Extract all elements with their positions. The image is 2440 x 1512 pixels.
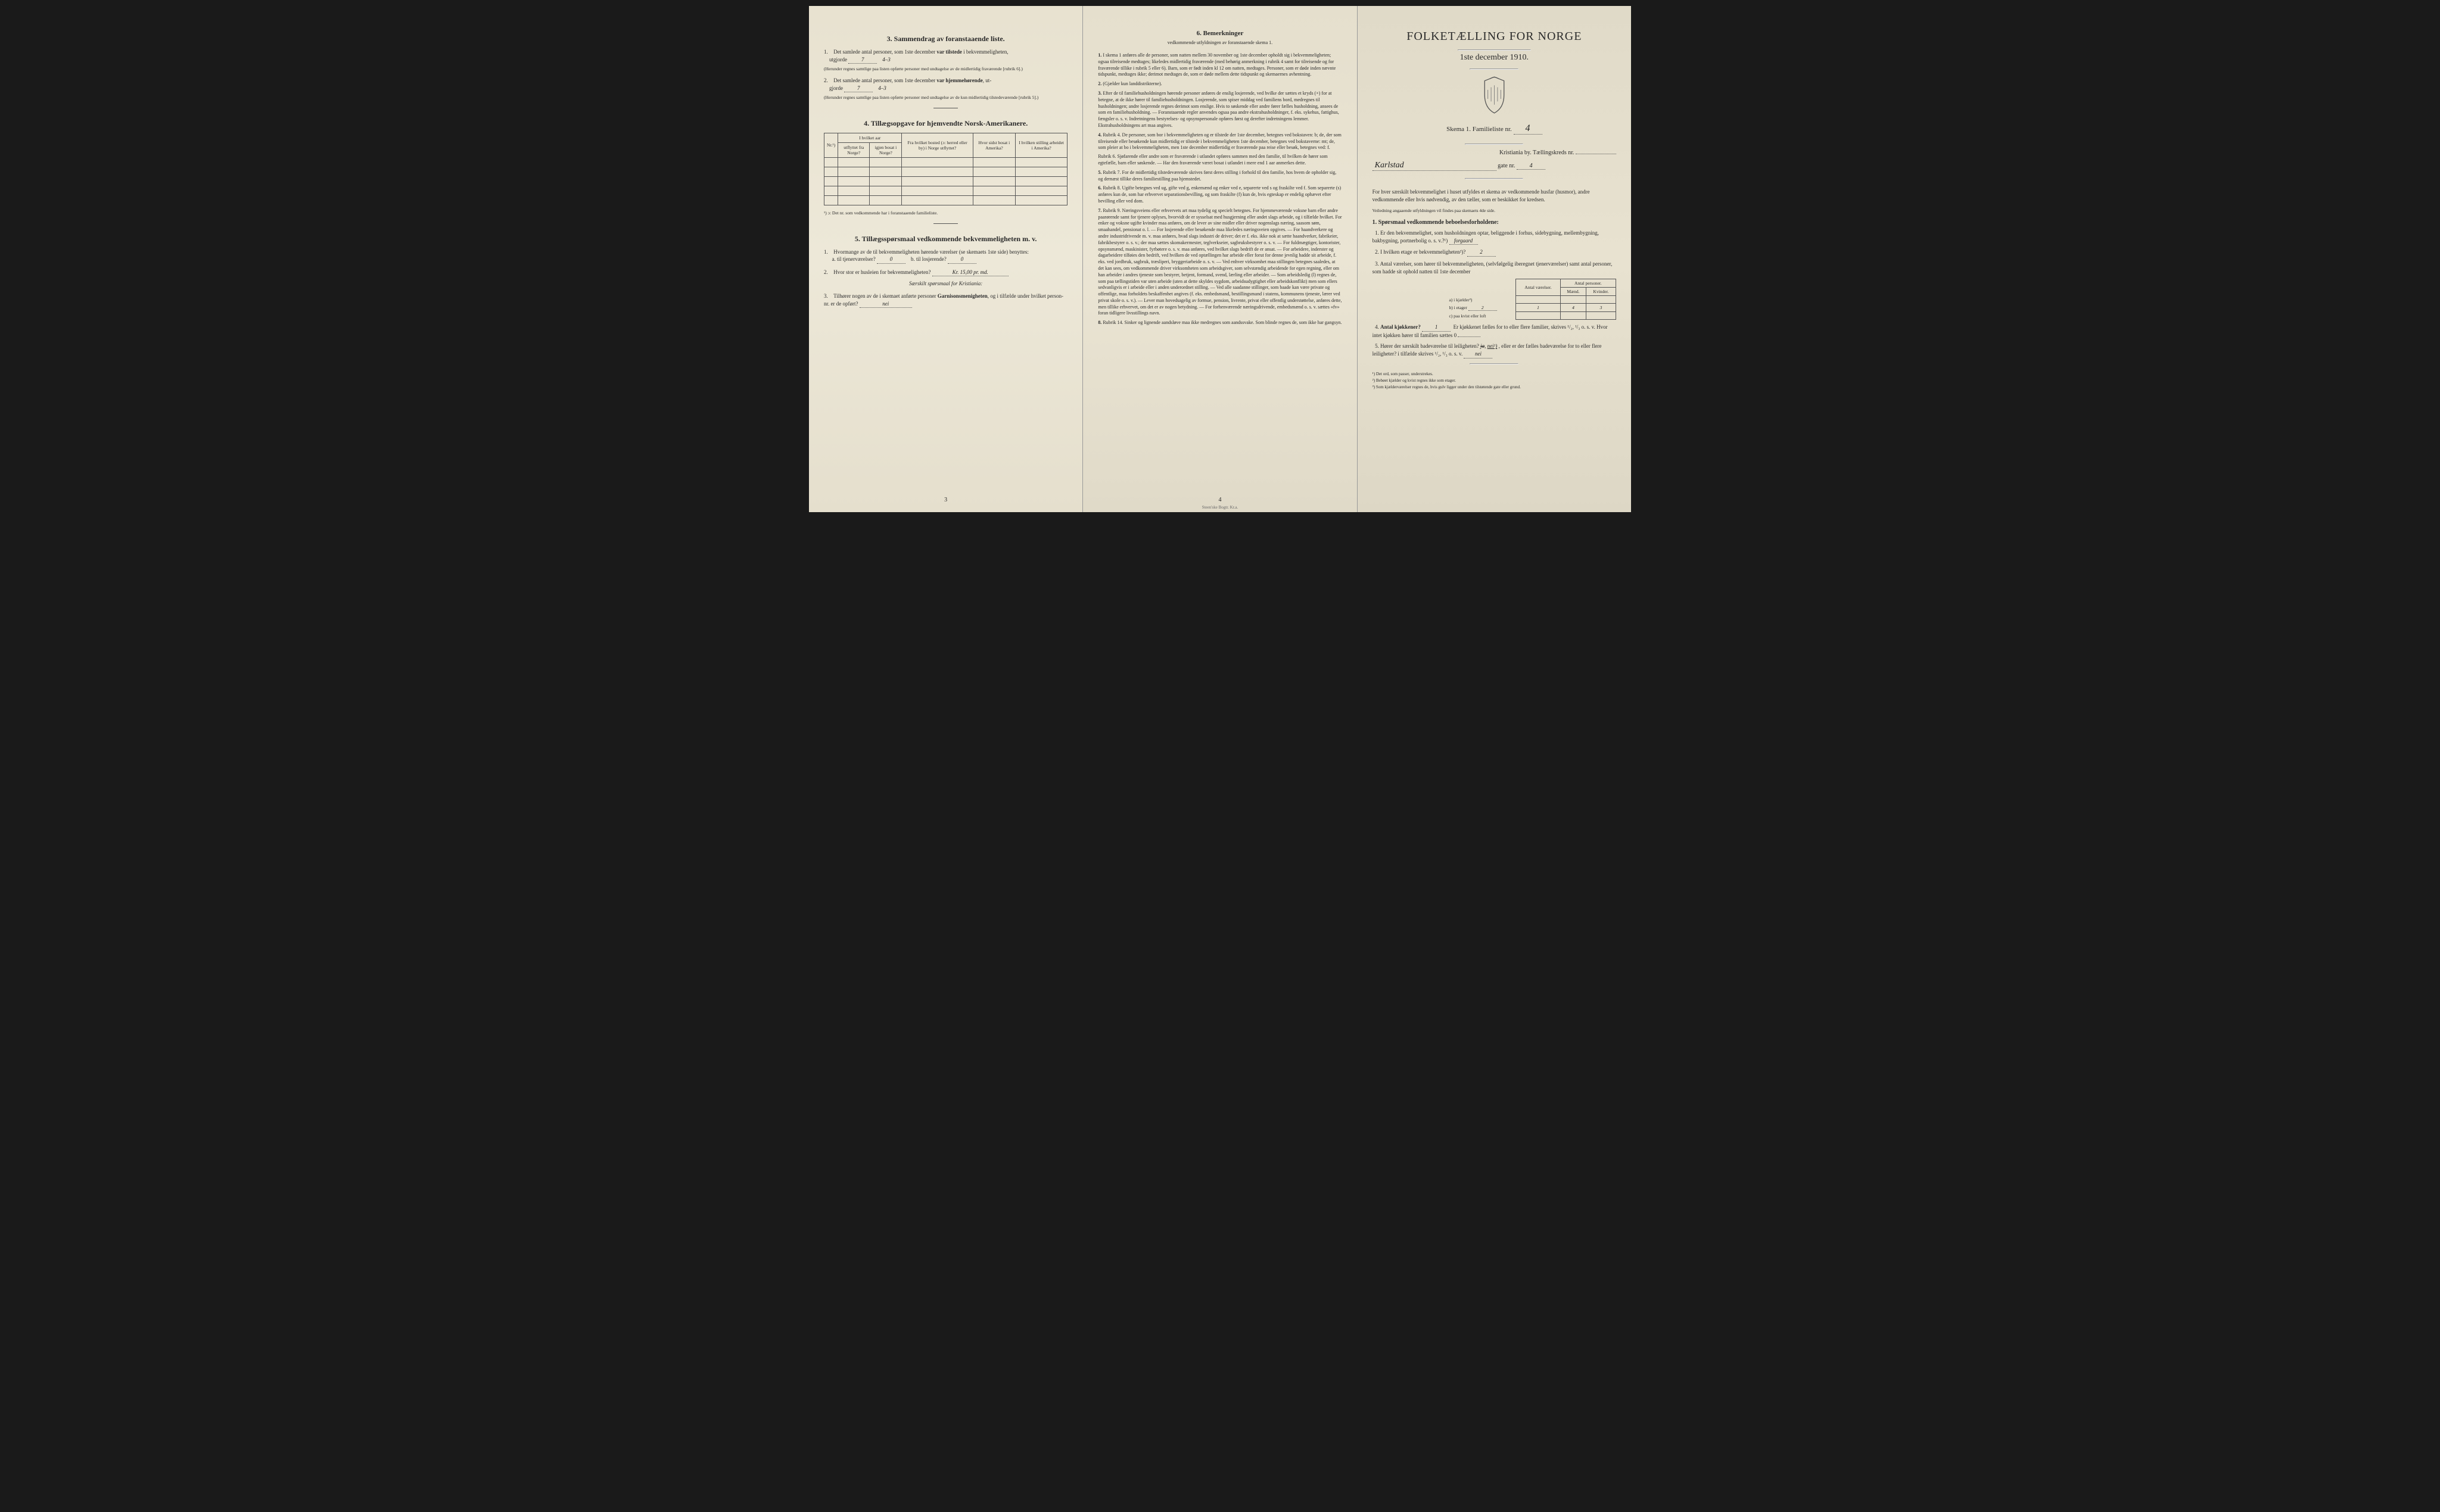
q3-2-value2: 4–3: [878, 85, 886, 91]
page-3-summary: 3. Sammendrag av foranstaaende liste. 1.…: [809, 6, 1083, 512]
street-name: Karlstad: [1372, 161, 1496, 171]
q4-kitchen: 4. Antal kjøkkener? 1 Er kjøkkenet fælle…: [1372, 323, 1616, 339]
remark-item: 2. (Gjælder kun landdistrikterne).: [1098, 81, 1342, 88]
q4-value: 1: [1422, 323, 1451, 332]
section-1-title: 1. Spørsmaal vedkommende beboelsesforhol…: [1372, 219, 1616, 226]
coat-of-arms-icon: [1478, 76, 1511, 114]
q1-location: 1. Er den bekvemmelighet, som husholdnin…: [1372, 229, 1616, 245]
q3-1: 1. Det samlede antal personer, som 1ste …: [824, 48, 1068, 72]
section-4-footnote: ¹) ɔ: Det nr. som vedkommende har i fora…: [824, 210, 1068, 216]
remark-item: 5. Rubrik 7. For de midlertidig tilstede…: [1098, 170, 1342, 183]
remark-item: 7. Rubrik 9. Næringsveiens eller erhverv…: [1098, 208, 1342, 317]
q2-value: 2: [1467, 248, 1496, 257]
q3-1-value2: 4–3: [882, 57, 891, 63]
q5-2-value: Kr. 15,00 pr. md.: [932, 269, 1009, 277]
table-row: [824, 157, 1068, 167]
skema-line: Skema 1. Familieliste nr. 4: [1372, 123, 1616, 135]
page-1-title: FOLKETÆLLING FOR NORGE 1ste december 191…: [1358, 6, 1631, 512]
section-6-title: 6. Bemerkninger: [1098, 30, 1342, 37]
q3-2-value: 7: [844, 85, 873, 93]
remark-item: 4. Rubrik 4. De personer, som bor i bekv…: [1098, 132, 1342, 167]
census-date: 1ste december 1910.: [1372, 53, 1616, 63]
divider: [933, 223, 958, 224]
table-row: c) paa kvist eller loft: [1445, 312, 1616, 320]
remark-item: 8. Rubrik 14. Sinker og lignende aandslø…: [1098, 320, 1342, 326]
remark-item: 6. Rubrik 8. Ugifte betegnes ved ug, gif…: [1098, 185, 1342, 204]
table-row: b) i etager 2 1 4 3: [1445, 304, 1616, 312]
table-row: [824, 167, 1068, 176]
intro-text: For hver særskilt bekvemmelighet i huset…: [1372, 188, 1616, 203]
footnotes: ¹) Det ord, som passer, understrekes. ²)…: [1372, 372, 1616, 390]
q5-2: 2. Hvor stor er husleien for bekvemmelig…: [824, 269, 1068, 288]
main-title: FOLKETÆLLING FOR NORGE: [1372, 30, 1616, 43]
q5-1: 1. Hvormange av de til bekvemmeligheten …: [824, 248, 1068, 264]
q5-1b-value: 0: [948, 255, 976, 264]
remarks-list: 1. I skema 1 anføres alle de personer, s…: [1098, 52, 1342, 326]
census-document: 3. Sammendrag av foranstaaende liste. 1.…: [809, 6, 1631, 512]
q3-1-value: 7: [848, 56, 877, 64]
q5-3: 3. Tilhører nogen av de i skemaet anført…: [824, 292, 1068, 308]
q3-rooms: 3. Antal værelser, som hører til bekvemm…: [1372, 260, 1616, 275]
q5-bath: 5. Hører der særskilt badeværelse til le…: [1372, 342, 1616, 358]
remark-item: 3. Efter de til familiehusholdningen hør…: [1098, 91, 1342, 129]
section-4-title: 4. Tillægsopgave for hjemvendte Norsk-Am…: [824, 119, 1068, 128]
table-row: [824, 186, 1068, 195]
q2-etage: 2. I hvilken etage er bekvemmeligheten²)…: [1372, 248, 1616, 257]
street-number: 4: [1517, 163, 1545, 170]
printer-imprint: Steen'ske Bogtr. Kr.a.: [1083, 505, 1356, 510]
q5-fill: nei: [1464, 350, 1492, 358]
page-number: 4: [1083, 497, 1356, 503]
section-5-title: 5. Tillægsspørsmaal vedkommende bekvemme…: [824, 235, 1068, 244]
city-line: Kristiania by. Tællingskreds nr.: [1372, 149, 1616, 156]
america-table: Nr.¹) I hvilket aar Fra hvilket bosted (…: [824, 133, 1068, 205]
table-row: [824, 195, 1068, 205]
page-number: 3: [809, 497, 1082, 503]
q3-2: 2. Det samlede antal personer, som 1ste …: [824, 77, 1068, 101]
remark-item: 1. I skema 1 anføres alle de personer, s…: [1098, 52, 1342, 78]
q5-3-value: nei: [860, 300, 912, 308]
q1-value: forgaard: [1449, 237, 1478, 245]
q5-1a-value: 0: [877, 255, 905, 264]
section-3-title: 3. Sammendrag av foranstaaende liste.: [824, 35, 1068, 43]
rooms-table: Antal værelser. Antal personer. Mænd. Kv…: [1445, 279, 1616, 320]
table-row: a) i kjælder³): [1445, 296, 1616, 304]
street-line: Karlstad gate nr. 4: [1372, 161, 1616, 171]
table-row: [824, 176, 1068, 186]
familieliste-nr: 4: [1514, 123, 1542, 135]
page-4-remarks: 6. Bemerkninger vedkommende utfyldningen…: [1083, 6, 1357, 512]
